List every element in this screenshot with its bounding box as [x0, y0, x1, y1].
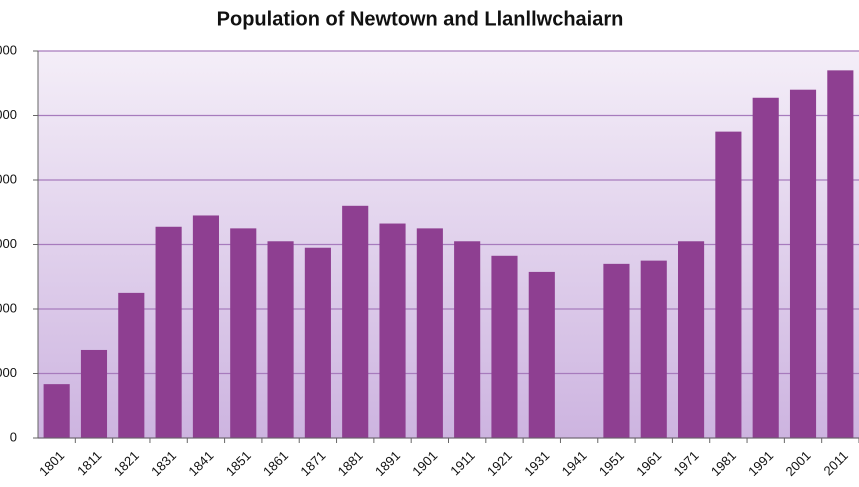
bar [416, 228, 443, 438]
y-tick-label: 8000 [0, 171, 17, 186]
x-tick-label: 1931 [521, 448, 552, 479]
x-tick-label: 1831 [148, 448, 179, 479]
bar [827, 70, 854, 438]
bar [267, 241, 294, 438]
bar [528, 271, 555, 438]
bar [715, 131, 742, 438]
bar [80, 349, 108, 438]
bar [118, 292, 145, 438]
bar [789, 89, 817, 438]
x-tick-label: 1861 [260, 448, 291, 479]
bar [454, 241, 481, 438]
x-tick-label: 1991 [745, 448, 776, 479]
bar [43, 384, 70, 438]
x-tick-label: 2011 [821, 448, 851, 478]
x-tick-label: 1851 [223, 448, 254, 479]
x-tick-label: 1871 [297, 448, 328, 479]
bar [304, 247, 331, 438]
x-tick-label: 1891 [372, 448, 403, 479]
bar [603, 263, 630, 438]
x-tick-label: 1801 [36, 448, 67, 479]
y-tick-label: 6000 [0, 236, 17, 251]
bar [230, 228, 257, 438]
x-tick-label: 1911 [447, 448, 477, 478]
y-tick-label: 10000 [0, 107, 17, 122]
bar [155, 226, 182, 438]
bar [342, 205, 369, 438]
bar [491, 255, 518, 438]
x-tick-label: 1901 [409, 448, 440, 479]
bar [640, 260, 667, 438]
bar [678, 241, 705, 438]
chart-title: Population of Newtown and Llanllwchaiarn [217, 8, 624, 30]
x-tick-label: 1811 [74, 448, 104, 478]
x-tick-label: 1881 [335, 448, 366, 479]
x-tick-label: 1921 [484, 448, 515, 479]
x-tick-label: 1961 [633, 448, 664, 479]
y-tick-label: 12000 [0, 42, 17, 57]
bar [752, 97, 779, 438]
x-tick-label: 2001 [783, 448, 814, 479]
x-tick-label: 1981 [708, 448, 739, 479]
bar [192, 215, 219, 438]
y-tick-label: 4000 [0, 300, 17, 315]
x-tick-label: 1941 [559, 448, 590, 479]
x-tick-label: 1841 [185, 448, 216, 479]
x-tick-label: 1821 [111, 448, 142, 479]
x-tick-label: 1971 [671, 448, 702, 479]
x-tick-label: 1951 [596, 448, 627, 479]
bar [379, 223, 406, 438]
y-tick-label: 2000 [0, 365, 17, 380]
y-tick-label: 0 [10, 429, 17, 444]
